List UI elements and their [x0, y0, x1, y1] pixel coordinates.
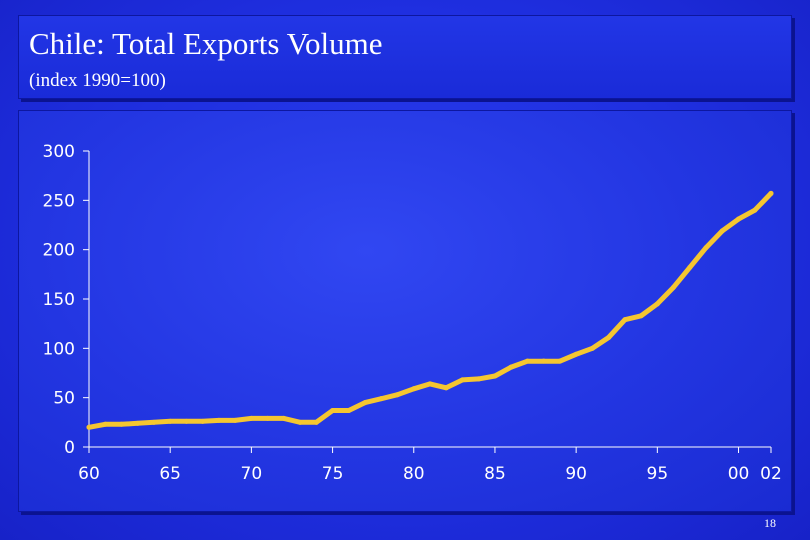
data-point — [524, 358, 530, 364]
x-tick-label: 80 — [403, 464, 425, 484]
series-layer — [86, 190, 774, 430]
data-point — [135, 420, 141, 426]
y-tick-label: 200 — [43, 241, 75, 261]
data-point — [362, 400, 368, 406]
data-point — [622, 317, 628, 323]
data-point — [346, 407, 352, 413]
data-point — [86, 424, 92, 430]
y-tick-label: 300 — [43, 142, 75, 162]
data-point — [736, 216, 742, 222]
y-tick-label: 0 — [64, 438, 75, 458]
data-point — [443, 385, 449, 391]
x-tick-label: 85 — [484, 464, 506, 484]
data-point — [411, 386, 417, 392]
x-tick-label: 02 — [760, 464, 782, 484]
data-point — [638, 313, 644, 319]
data-point — [768, 190, 774, 196]
data-point — [216, 417, 222, 423]
data-point — [573, 351, 579, 357]
data-point — [492, 373, 498, 379]
data-point — [297, 419, 303, 425]
chart-panel: 0 50 100 150 200 250 300 60 65 70 75 80 85 90 95 00 02 — [18, 110, 792, 512]
x-axis: 60 65 70 75 80 85 90 95 00 02 — [78, 446, 782, 484]
x-tick-label: 90 — [565, 464, 587, 484]
data-point — [378, 396, 384, 402]
slide-subtitle: (index 1990=100) — [29, 70, 166, 91]
data-point — [557, 358, 563, 364]
data-point — [654, 301, 660, 307]
y-tick-label: 100 — [43, 339, 75, 359]
x-tick-label: 70 — [241, 464, 263, 484]
line-chart: 0 50 100 150 200 250 300 60 65 70 75 80 85 90 95 00 02 — [43, 142, 782, 484]
data-point — [395, 392, 401, 398]
y-tick-label: 250 — [43, 191, 75, 211]
data-point — [265, 415, 271, 421]
data-point — [671, 284, 677, 290]
data-point — [200, 418, 206, 424]
data-point — [183, 418, 189, 424]
data-point — [102, 421, 108, 427]
data-point — [687, 264, 693, 270]
data-point — [719, 228, 725, 234]
data-point — [167, 418, 173, 424]
x-tick-label: 75 — [322, 464, 344, 484]
title-panel: Chile: Total Exports Volume (index 1990=… — [18, 15, 792, 99]
data-point — [459, 377, 465, 383]
data-point — [752, 207, 758, 213]
data-point — [476, 376, 482, 382]
page-number: 18 — [764, 516, 776, 530]
data-point — [589, 345, 595, 351]
data-point — [606, 334, 612, 340]
x-tick-label: 00 — [728, 464, 750, 484]
x-tick-label: 60 — [78, 464, 100, 484]
y-tick-label: 50 — [53, 389, 75, 409]
data-point — [330, 407, 336, 413]
data-point — [508, 364, 514, 370]
slide-title: Chile: Total Exports Volume — [29, 26, 383, 61]
y-tick-label: 150 — [43, 290, 75, 310]
x-tick-label: 95 — [647, 464, 669, 484]
data-point — [703, 245, 709, 251]
data-point — [248, 415, 254, 421]
data-point — [313, 419, 319, 425]
y-axis: 0 50 100 150 200 250 300 — [43, 142, 90, 458]
data-point — [281, 415, 287, 421]
data-point — [232, 417, 238, 423]
data-point — [427, 381, 433, 387]
series-line-total-exports-volume — [86, 190, 774, 430]
x-tick-label: 65 — [159, 464, 181, 484]
data-point — [118, 421, 124, 427]
data-point — [151, 419, 157, 425]
data-point — [541, 358, 547, 364]
